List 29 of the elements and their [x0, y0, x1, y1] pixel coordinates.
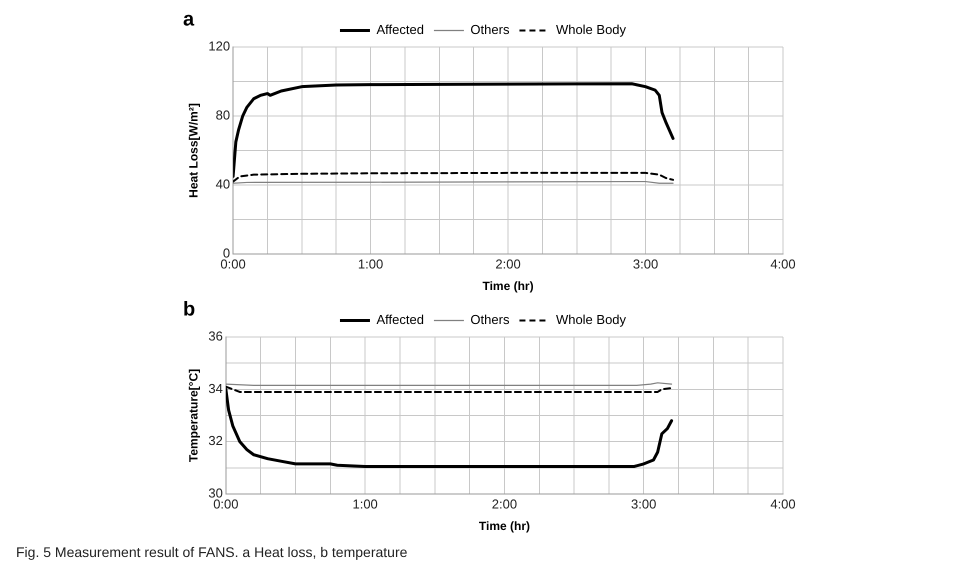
- chart-title: b: [183, 298, 196, 321]
- x-axis-title: Time (hr): [478, 519, 530, 534]
- legend-label: Affected: [376, 312, 424, 328]
- y-tick-label: 34: [208, 380, 223, 396]
- x-tick-label: 2:00: [495, 256, 521, 272]
- legend-label: Others: [470, 22, 510, 38]
- legend-label: Whole Body: [556, 312, 627, 328]
- legend-label: Whole Body: [556, 22, 627, 38]
- y-axis-title: Heat Loss[W/m²]: [186, 103, 201, 198]
- legend-label: Others: [470, 312, 510, 328]
- y-tick-label: 30: [208, 486, 223, 501]
- x-tick-label: 3:00: [632, 256, 658, 272]
- caption: Fig. 5 Measurement result of FANS. a Heat loss, b temperature: [16, 544, 408, 560]
- y-tick-label: 36: [208, 328, 223, 344]
- x-tick-label: 4:00: [770, 496, 796, 512]
- y-tick-label: 80: [216, 108, 230, 123]
- x-tick-label: 2:00: [492, 496, 518, 512]
- y-tick-label: 32: [208, 433, 223, 448]
- x-tick-label: 3:00: [631, 496, 656, 512]
- x-tick-label: 1:00: [352, 496, 378, 512]
- y-axis-title: Temperature[°C]: [186, 368, 201, 462]
- legend-label: Affected: [376, 22, 424, 38]
- line-series: [233, 172, 674, 183]
- y-tick-label: 40: [216, 176, 230, 192]
- x-tick-label: 1:00: [358, 256, 384, 272]
- y-tick-label: 120: [208, 38, 230, 54]
- x-axis-title: Time (hr): [482, 279, 534, 294]
- x-tick-label: 4:00: [770, 256, 796, 272]
- chart-title: a: [183, 8, 195, 31]
